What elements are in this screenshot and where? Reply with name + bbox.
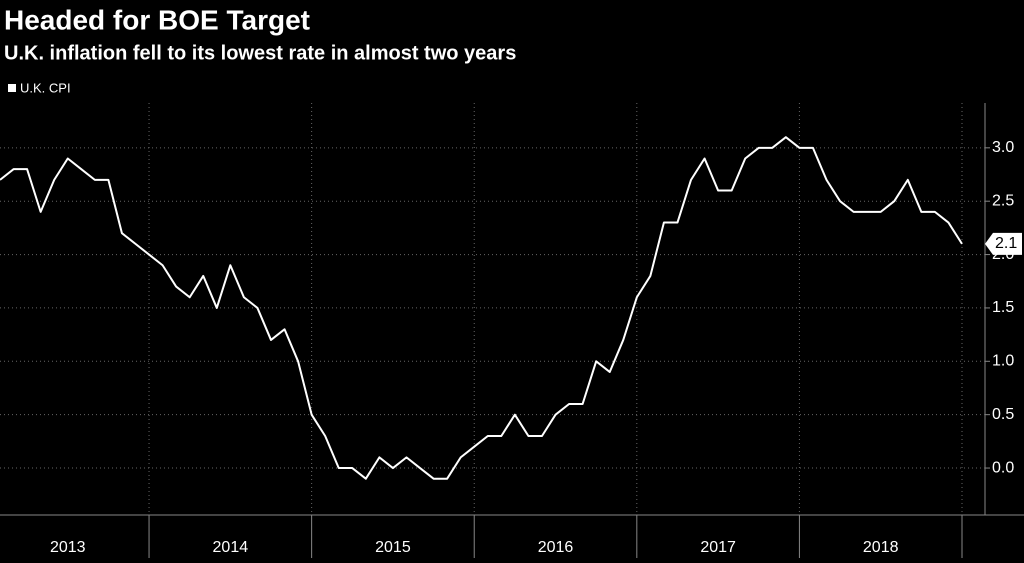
line-series <box>0 136 963 480</box>
y-tick-label: 1.5 <box>992 299 1014 316</box>
y-tick-label: 3.0 <box>992 139 1014 156</box>
y-tick-label: 0.0 <box>992 459 1014 476</box>
chart-title: Headed for BOE Target <box>4 4 310 35</box>
legend-label: U.K. CPI <box>20 80 71 95</box>
x-tick-label: 2014 <box>213 539 249 556</box>
last-value-label: 2.1 <box>995 235 1017 252</box>
x-tick-label: 2017 <box>700 539 736 556</box>
x-tick-label: 2018 <box>863 539 899 556</box>
y-tick-label: 1.0 <box>992 353 1014 370</box>
y-tick-label: 2.5 <box>992 192 1014 209</box>
x-tick-label: 2013 <box>50 539 86 556</box>
last-value-tag <box>985 232 1022 255</box>
x-tick-label: 2016 <box>538 539 574 556</box>
x-tick-label: 2015 <box>375 539 411 556</box>
y-tick-label: 0.5 <box>992 406 1014 423</box>
legend-swatch <box>8 84 16 92</box>
chart-subtitle: U.K. inflation fell to its lowest rate i… <box>4 42 516 64</box>
